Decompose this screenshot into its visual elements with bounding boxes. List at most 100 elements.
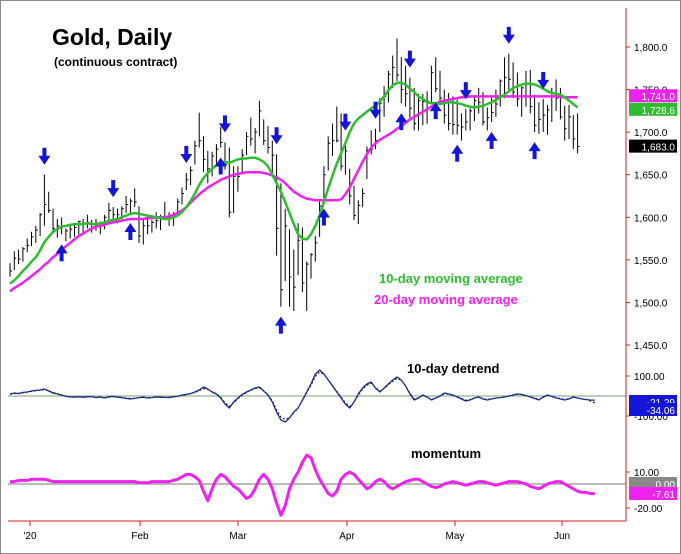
down-arrow-shaft: [541, 71, 546, 81]
down-arrow: [180, 146, 193, 164]
momentum-zero-value-box-bg: [629, 477, 677, 490]
price-y-tick-label: 1,450.0: [634, 341, 668, 352]
momentum-value-box: -7.61: [629, 487, 677, 501]
ma-10-value-box-text: 1,728.6: [642, 106, 676, 117]
up-arrow-shaft: [433, 110, 438, 120]
momentum-value-box-text: -7.61: [652, 490, 675, 501]
down-arrow: [339, 113, 352, 131]
up-arrow-shaft: [278, 324, 283, 334]
down-arrow-shaft: [111, 180, 116, 190]
ma-10-value-box-bg: [629, 102, 677, 116]
up-arrow-shaft: [218, 165, 223, 175]
detrend-signal-value-box-text: -34.06: [647, 406, 676, 417]
down-arrow: [270, 127, 283, 145]
momentum-panel: [8, 453, 626, 517]
momentum-label: momentum: [411, 446, 481, 461]
down-arrow-head: [38, 155, 51, 165]
x-tick-label: May: [446, 531, 465, 542]
detrend-y-tick-label: -100.00: [634, 412, 668, 423]
price-y-tick-label: 1,700.0: [634, 128, 668, 139]
up-arrow: [429, 102, 442, 120]
down-arrow: [107, 180, 120, 198]
down-arrow: [219, 115, 231, 133]
x-tick-label: '20: [23, 531, 36, 542]
legend-20-day-ma: 20-day moving average: [374, 292, 518, 307]
down-arrow: [369, 101, 382, 119]
up-arrow-head: [485, 131, 498, 141]
down-arrow-shaft: [274, 127, 279, 137]
up-arrow-head: [451, 144, 464, 154]
momentum-y-tick-label: -20.00: [634, 504, 663, 515]
up-arrow-head: [214, 157, 227, 167]
up-arrow: [451, 144, 464, 162]
up-arrow: [395, 113, 408, 131]
down-arrow-head: [369, 109, 382, 119]
detrend-y-tick-label: 100.00: [634, 372, 665, 383]
ma-20-value-box: 1,741.0: [629, 89, 677, 103]
up-arrow-head: [55, 244, 68, 254]
legend-10-day-ma: 10-day moving average: [379, 271, 523, 286]
down-arrow: [537, 71, 550, 89]
up-arrow-head: [395, 113, 408, 123]
down-arrow: [403, 50, 416, 68]
down-arrow-shaft: [373, 101, 378, 111]
price-y-tick-label: 1,600.0: [634, 213, 668, 224]
price-panel: [9, 26, 580, 334]
chart-title: Gold, Daily: [52, 24, 172, 50]
detrend-line: [9, 369, 595, 423]
price-y-tick-label: 1,650.0: [634, 171, 668, 182]
price-y-tick-label: 1,500.0: [634, 298, 668, 309]
axes: 1,800.01,750.01,700.01,650.01,600.01,550…: [8, 8, 677, 542]
up-arrow-head: [528, 142, 541, 152]
ma-20-value-box-bg: [629, 89, 677, 103]
down-arrow-head: [339, 121, 352, 131]
current-price-box-bg: [629, 139, 677, 153]
down-arrow-head: [270, 135, 283, 145]
down-arrow-head: [502, 34, 515, 44]
up-arrow-head: [429, 102, 442, 112]
up-arrow: [124, 223, 137, 241]
down-arrow-head: [219, 123, 231, 133]
up-arrow-head: [124, 223, 137, 233]
up-arrow-shaft: [455, 152, 460, 162]
x-tick-label: Feb: [131, 531, 149, 542]
down-arrow-shaft: [463, 82, 468, 92]
down-arrow-shaft: [343, 113, 348, 123]
ma-20-value-box-text: 1,741.0: [642, 92, 676, 103]
detrend-signal-value-box-bg: [629, 403, 677, 416]
momentum-y-tick-label: 10.00: [634, 468, 659, 479]
down-arrow-head: [107, 188, 120, 198]
up-arrow: [528, 142, 541, 160]
current-price-box-text: 1,683.0: [642, 143, 676, 154]
up-arrow: [214, 157, 227, 175]
x-tick-label: Jun: [554, 531, 570, 542]
down-arrow: [459, 82, 472, 100]
x-tick-label: Apr: [339, 531, 355, 542]
ma-10-day-line: [9, 81, 579, 285]
up-arrow-shaft: [489, 139, 494, 149]
momentum-zero-value-box: 0.00: [629, 477, 677, 491]
momentum-value-box-bg: [629, 487, 677, 500]
up-arrow: [317, 208, 330, 226]
up-arrow-head: [317, 208, 330, 218]
momentum-zero-value-box-text: 0.00: [656, 480, 676, 491]
detrend-label: 10-day detrend: [407, 361, 500, 376]
chart-subtitle: (continuous contract): [54, 55, 177, 69]
x-tick-label: Mar: [229, 531, 247, 542]
ma-20-day-line: [9, 95, 578, 293]
up-arrow-shaft: [532, 150, 537, 160]
up-arrow: [55, 244, 68, 262]
down-arrow-shaft: [42, 147, 47, 157]
up-arrow: [485, 131, 498, 149]
current-price-box: 1,683.0: [629, 139, 677, 154]
down-arrow-head: [537, 79, 550, 89]
down-arrow: [38, 147, 51, 165]
up-arrow-shaft: [399, 121, 404, 131]
price-y-tick-label: 1,800.0: [634, 43, 668, 54]
down-arrow: [502, 26, 515, 44]
up-arrow-shaft: [321, 216, 326, 226]
down-arrow-head: [180, 154, 193, 164]
down-arrow-shaft: [184, 146, 189, 156]
